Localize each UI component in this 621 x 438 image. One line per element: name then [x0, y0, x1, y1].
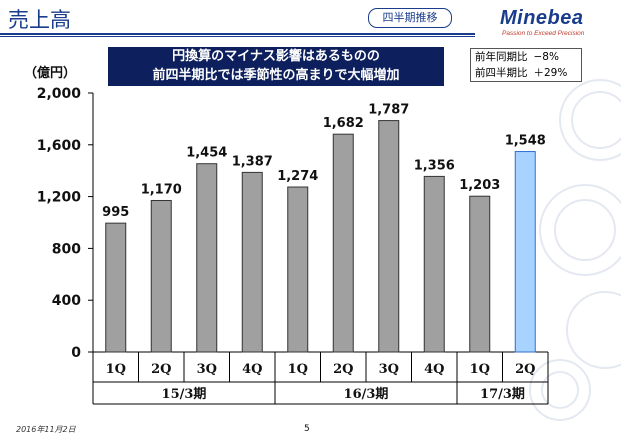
period-badge: 四半期推移 — [368, 8, 452, 28]
bar-value-label: 1,454 — [186, 146, 227, 161]
bar-value-label: 1,274 — [277, 169, 318, 184]
y-tick-label: 800 — [52, 241, 81, 257]
kpi-value: ＋29% — [533, 67, 568, 79]
headline-box: 円換算のマイナス影響はあるものの 前四半期比では季節性の高まりで大幅増加 — [108, 47, 444, 86]
kpi-label: 前四半期比 — [475, 67, 528, 79]
bar — [105, 222, 127, 353]
footer-date: 2016年11月2日 — [16, 425, 76, 434]
group-label: 15/3期 — [162, 387, 207, 402]
group-label: 17/3期 — [480, 387, 525, 402]
bar — [378, 120, 400, 353]
y-tick-label: 0 — [71, 345, 81, 361]
bar-value-label: 995 — [102, 205, 129, 220]
bar-value-label: 1,170 — [141, 182, 182, 197]
page-title: 売上高 — [8, 8, 71, 32]
bar — [469, 195, 491, 353]
kpi-value: −8% — [533, 51, 559, 63]
x-tick-label: 1Q — [106, 362, 126, 377]
kpi-box: 前年同期比 −8% 前四半期比 ＋29% — [470, 48, 582, 82]
bar-value-label: 1,356 — [414, 158, 455, 173]
logo-tagline: Passion to Exceed Precision — [502, 30, 585, 37]
bar — [287, 186, 309, 353]
x-tick-label: 3Q — [379, 362, 399, 377]
kpi-label: 前年同期比 — [475, 51, 528, 63]
x-tick-label: 4Q — [424, 362, 444, 377]
bar — [332, 133, 354, 353]
y-tick-label: 400 — [52, 293, 81, 309]
bar — [150, 199, 172, 353]
bar-value-label: 1,682 — [323, 116, 364, 131]
y-tick-label: 2,000 — [37, 86, 82, 102]
y-tick-label: 1,600 — [37, 138, 82, 154]
page-number: 5 — [304, 424, 310, 434]
kpi-qoq: 前四半期比 ＋29% — [475, 65, 581, 81]
bar — [423, 175, 445, 353]
title-underline-thin — [0, 36, 475, 37]
x-tick-label: 2Q — [151, 362, 171, 377]
logo-text: Minebea — [500, 7, 584, 29]
brand-logo: Minebea Passion to Exceed Precision — [470, 4, 621, 44]
headline-line-2: 前四半期比では季節性の高まりで大幅増加 — [152, 68, 400, 83]
x-tick-label: 2Q — [515, 362, 535, 377]
group-label: 16/3期 — [344, 387, 389, 402]
x-tick-label: 1Q — [288, 362, 308, 377]
bar — [514, 151, 536, 353]
x-tick-label: 4Q — [242, 362, 262, 377]
bar-value-label: 1,203 — [459, 178, 500, 193]
x-tick-label: 3Q — [197, 362, 217, 377]
bar — [241, 171, 263, 353]
bar-value-label: 1,387 — [232, 154, 273, 169]
y-tick-label: 1,200 — [37, 190, 82, 206]
x-tick-label: 2Q — [333, 362, 353, 377]
y-axis-unit-label: （億円） — [24, 66, 77, 81]
bar-value-label: 1,787 — [368, 103, 409, 118]
x-tick-label: 1Q — [470, 362, 490, 377]
headline-line-1: 円換算のマイナス影響はあるものの — [172, 49, 380, 64]
bar — [196, 163, 218, 353]
kpi-yoy: 前年同期比 −8% — [475, 49, 581, 65]
title-underline — [0, 33, 475, 35]
bar-value-label: 1,548 — [505, 134, 546, 149]
